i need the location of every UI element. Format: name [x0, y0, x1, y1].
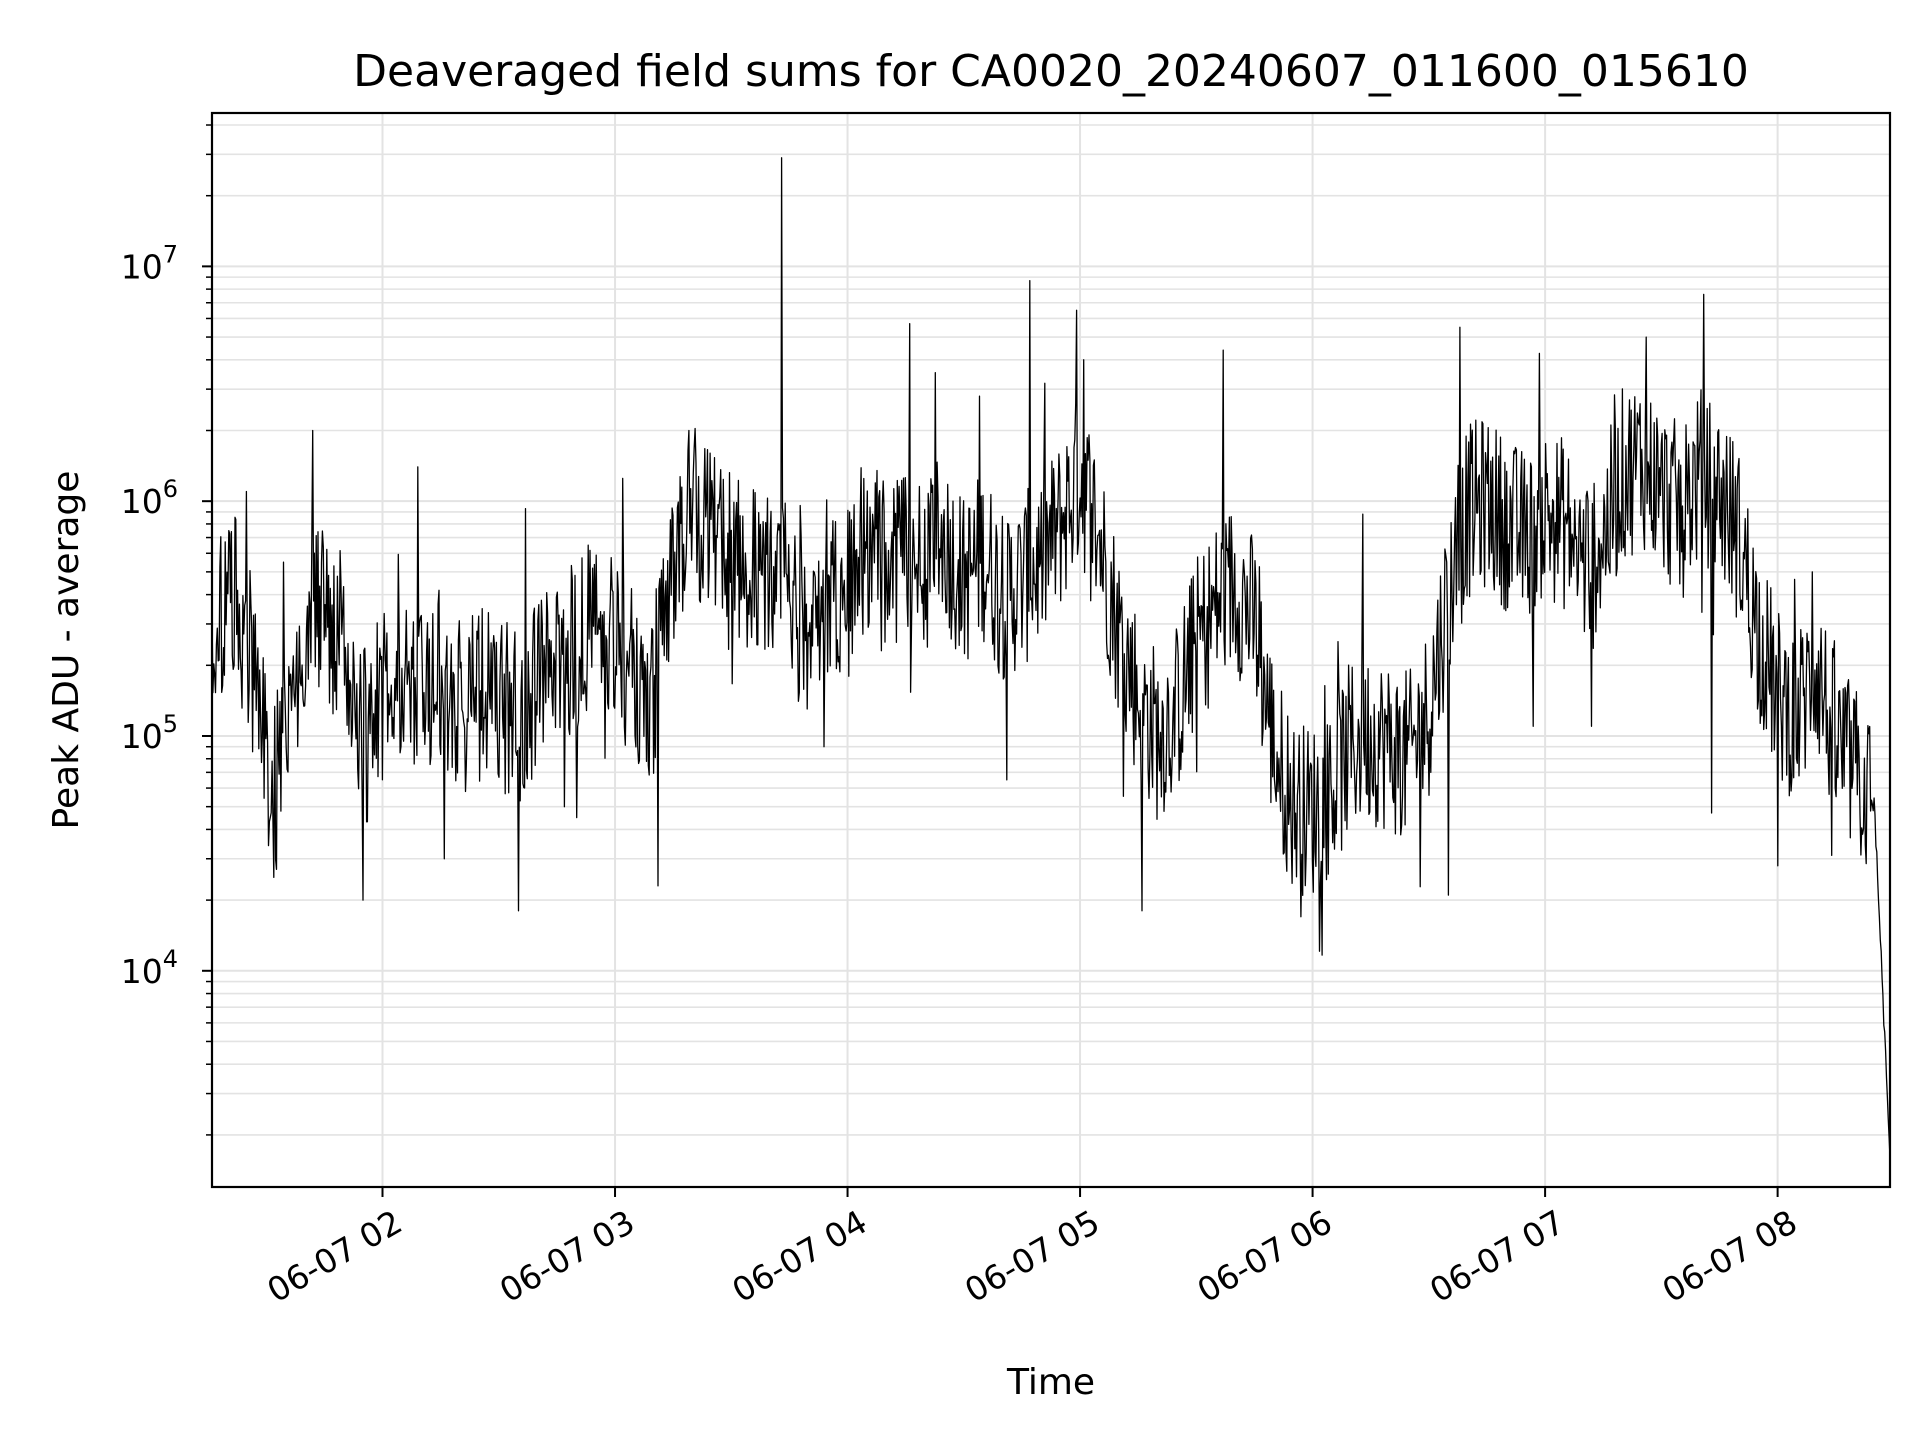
grid-layer — [212, 113, 1890, 1187]
chart-title: Deaveraged field sums for CA0020_2024060… — [353, 46, 1749, 97]
y-tick-label: 104 — [121, 945, 178, 991]
series-line — [211, 157, 1891, 1158]
y-tick-label: 105 — [121, 710, 178, 756]
y-axis-label: Peak ADU - average — [46, 471, 87, 830]
x-axis-label: Time — [1006, 1362, 1095, 1403]
y-tick-label: 106 — [121, 475, 178, 521]
series-layer — [211, 157, 1891, 1158]
y-tick-label: 107 — [121, 240, 178, 286]
plot-frame — [210, 111, 1892, 1189]
